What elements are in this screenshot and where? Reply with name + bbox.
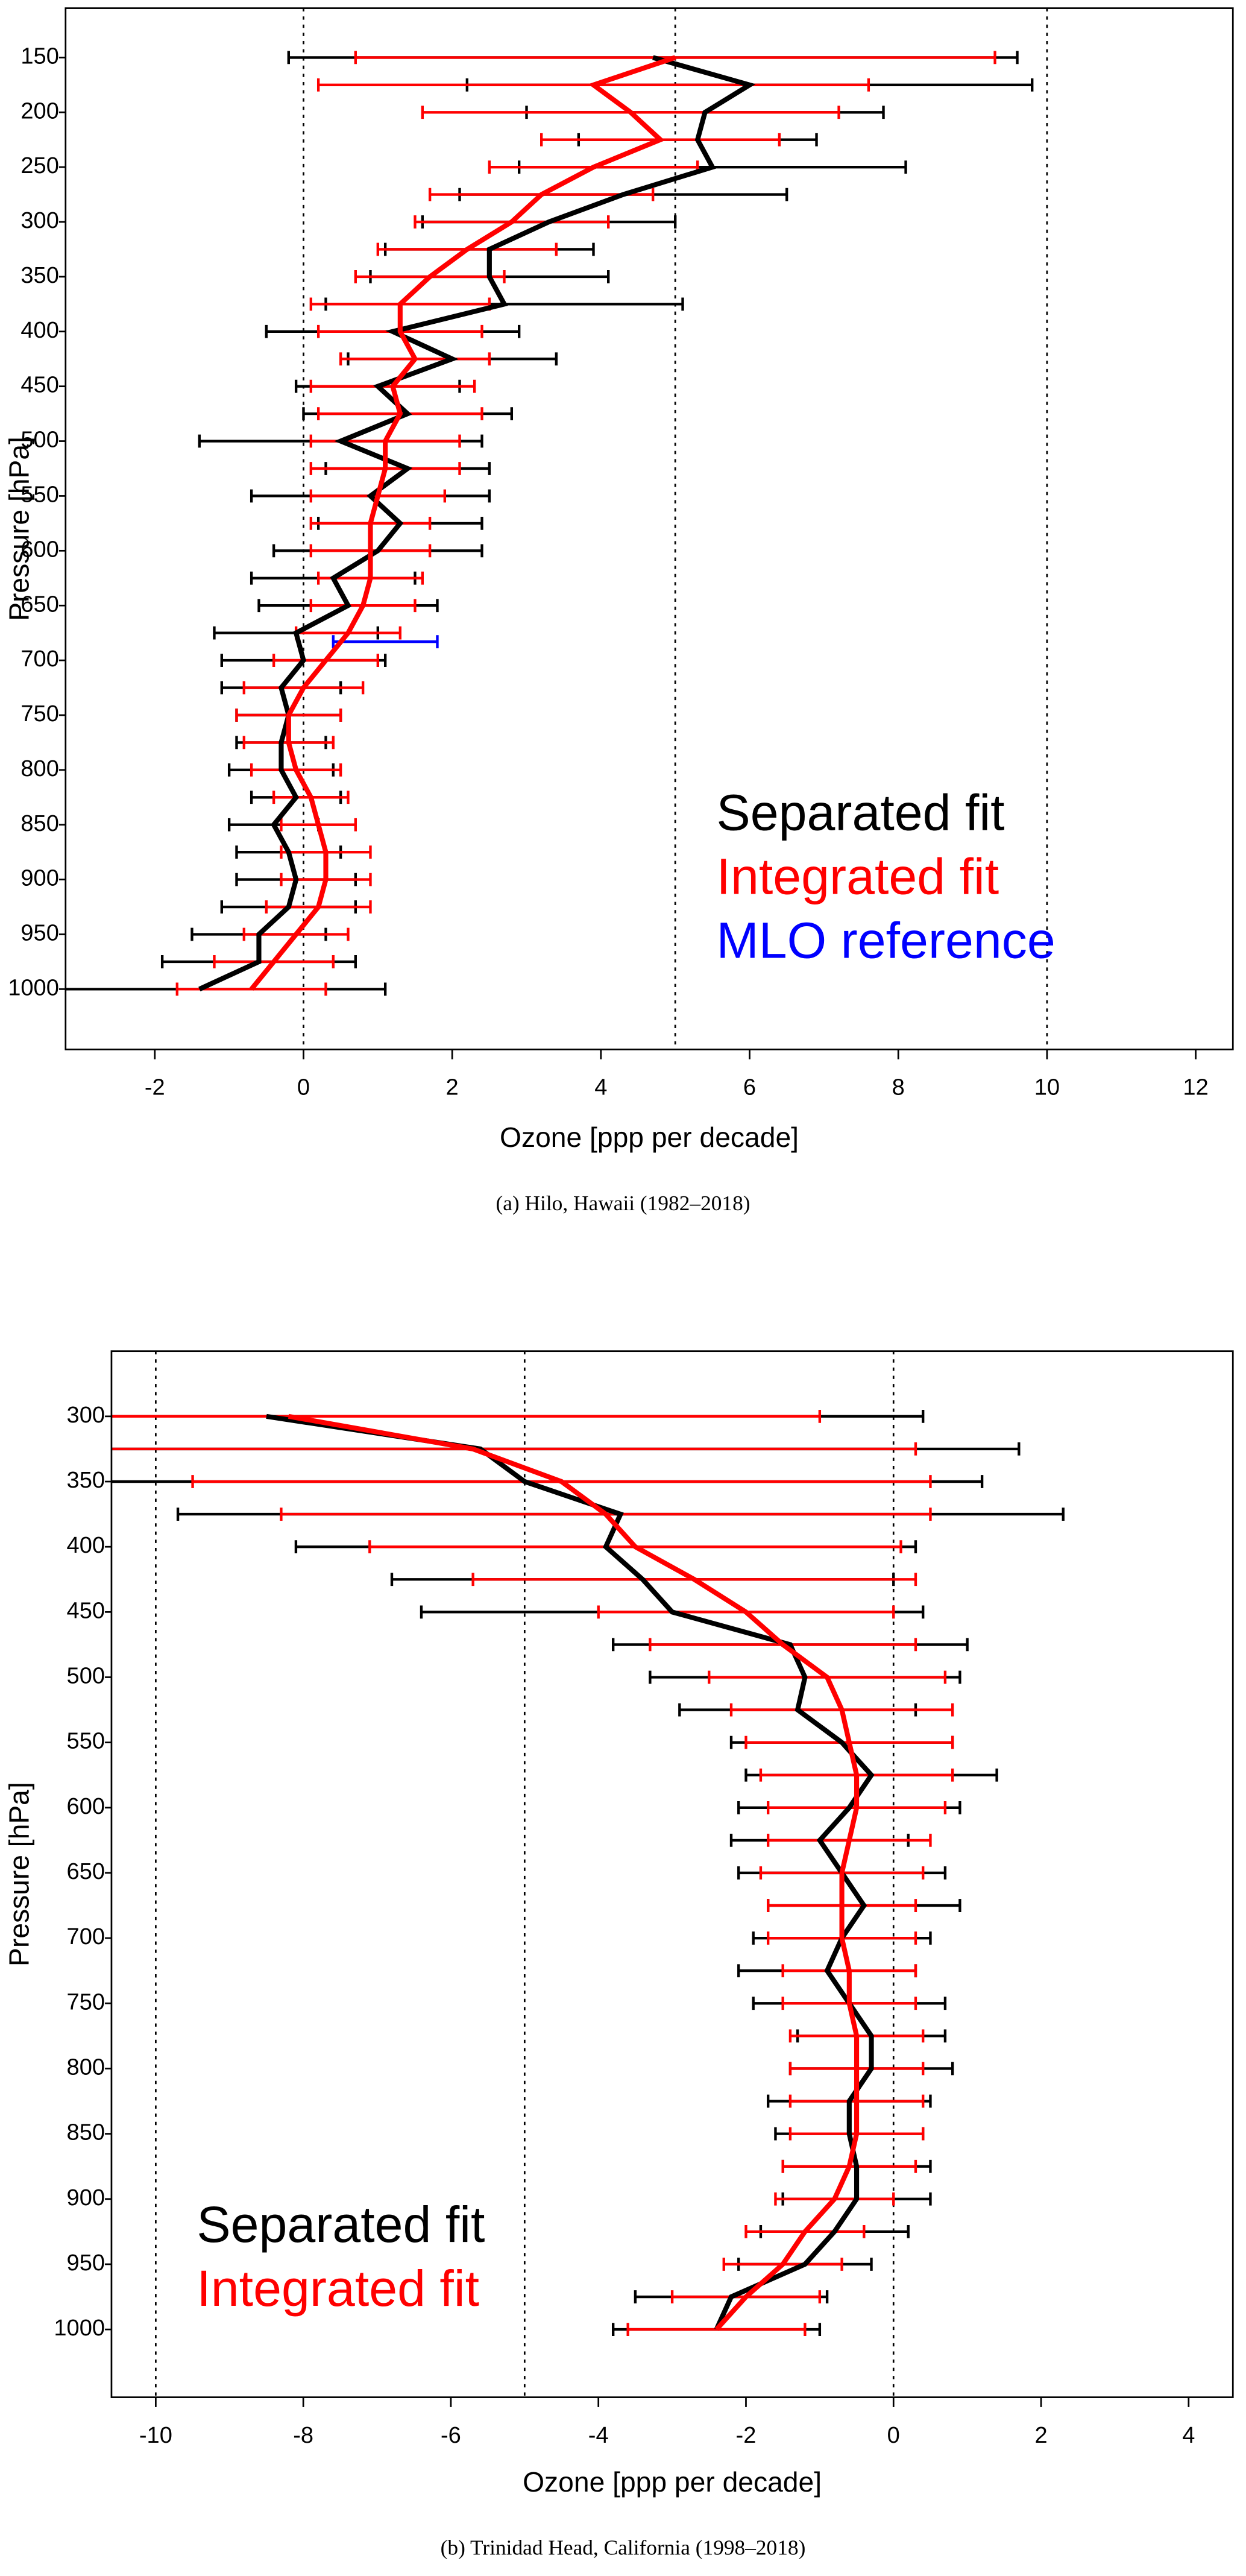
x-tick-label: -10 — [139, 2423, 172, 2448]
caption: (a) Hilo, Hawaii (1982–2018) — [496, 1191, 750, 1215]
profile-line — [249, 55, 676, 991]
y-tick-label: 700 — [67, 1924, 105, 1949]
y-tick-label: 1000 — [54, 2316, 105, 2341]
x-tick-label: -6 — [441, 2423, 461, 2448]
x-tick-label: 6 — [743, 1075, 756, 1100]
legend-entry: Integrated fit — [197, 2260, 479, 2317]
y-tick-label: 500 — [20, 428, 59, 453]
y-tick-label: 850 — [20, 811, 59, 836]
error-bar — [332, 635, 439, 649]
x-tick-label: 2 — [446, 1075, 459, 1100]
x-axis-label: Ozone [ppp per decade] — [523, 2466, 822, 2498]
legend-entry: Integrated fit — [717, 848, 999, 905]
y-tick-label: 800 — [67, 2055, 105, 2080]
x-tick-label: 0 — [297, 1075, 310, 1100]
y-tick-label: 900 — [20, 866, 59, 891]
x-tick-label: 4 — [1182, 2423, 1195, 2448]
y-tick-label: 400 — [20, 318, 59, 343]
y-tick-label: 950 — [67, 2250, 105, 2276]
plot-frame — [65, 7, 1234, 1050]
y-tick-label: 500 — [67, 1664, 105, 1689]
y-tick-label: 300 — [20, 208, 59, 233]
y-axis-label: Pressure [hPa] — [4, 437, 35, 621]
profile-line — [198, 55, 756, 992]
y-tick-label: 200 — [20, 98, 59, 124]
y-tick-label: 150 — [20, 43, 59, 69]
y-tick-label: 250 — [20, 153, 59, 178]
x-tick-label: 8 — [892, 1075, 905, 1100]
x-tick-label: 2 — [1034, 2423, 1047, 2448]
y-tick-label: 900 — [67, 2185, 105, 2211]
x-tick-label: -4 — [588, 2423, 609, 2448]
x-tick-label: -8 — [293, 2423, 313, 2448]
x-tick-label: -2 — [145, 1075, 165, 1100]
y-tick-label: 750 — [20, 701, 59, 727]
y-tick-label: 750 — [67, 1989, 105, 2015]
legend-entry: Separated fit — [197, 2196, 485, 2253]
y-tick-label: 350 — [67, 1468, 105, 1493]
y-tick-label: 950 — [20, 921, 59, 946]
plot-area — [111, 1409, 1065, 2336]
y-tick-label: 800 — [20, 756, 59, 781]
y-tick-label: 400 — [67, 1533, 105, 1558]
plot-frame — [110, 1350, 1234, 2398]
x-tick-label: -2 — [736, 2423, 757, 2448]
panel: 300 350 400 450 500 550 600 650 700 750 800 850 900 9… — [4, 1350, 1234, 2560]
y-tick-label: 300 — [67, 1403, 105, 1428]
y-tick-label: 1000 — [8, 975, 59, 1000]
y-tick-label: 450 — [20, 373, 59, 398]
y-tick-label: 600 — [20, 537, 59, 562]
legend-entry: MLO reference — [717, 912, 1056, 969]
legend-entry: Separated fit — [717, 784, 1005, 841]
x-tick-label: 0 — [887, 2423, 900, 2448]
y-tick-label: 650 — [20, 592, 59, 617]
y-tick-label: 700 — [20, 646, 59, 672]
x-axis-label: Ozone [ppp per decade] — [500, 1122, 799, 1153]
caption: (b) Trinidad Head, California (1998–2018… — [441, 2536, 806, 2560]
y-tick-label: 450 — [67, 1598, 105, 1623]
y-tick-label: 550 — [67, 1729, 105, 1754]
profile-line — [288, 1413, 860, 2331]
y-tick-label: 850 — [67, 2120, 105, 2145]
x-tick-label: 4 — [594, 1075, 607, 1100]
error-bar — [111, 1409, 822, 1423]
y-tick-label: 600 — [67, 1794, 105, 1819]
y-axis-label: Pressure [hPa] — [4, 1782, 35, 1966]
y-tick-label: 550 — [20, 482, 59, 508]
x-tick-label: 12 — [1183, 1075, 1208, 1100]
y-tick-label: 350 — [20, 263, 59, 288]
y-tick-label: 650 — [67, 1859, 105, 1884]
panel: 150 200 250 300 350 400 450 500 550 600 650 700 750 8… — [4, 7, 1234, 1215]
plot-area — [65, 51, 1034, 996]
x-tick-label: 10 — [1034, 1075, 1060, 1100]
